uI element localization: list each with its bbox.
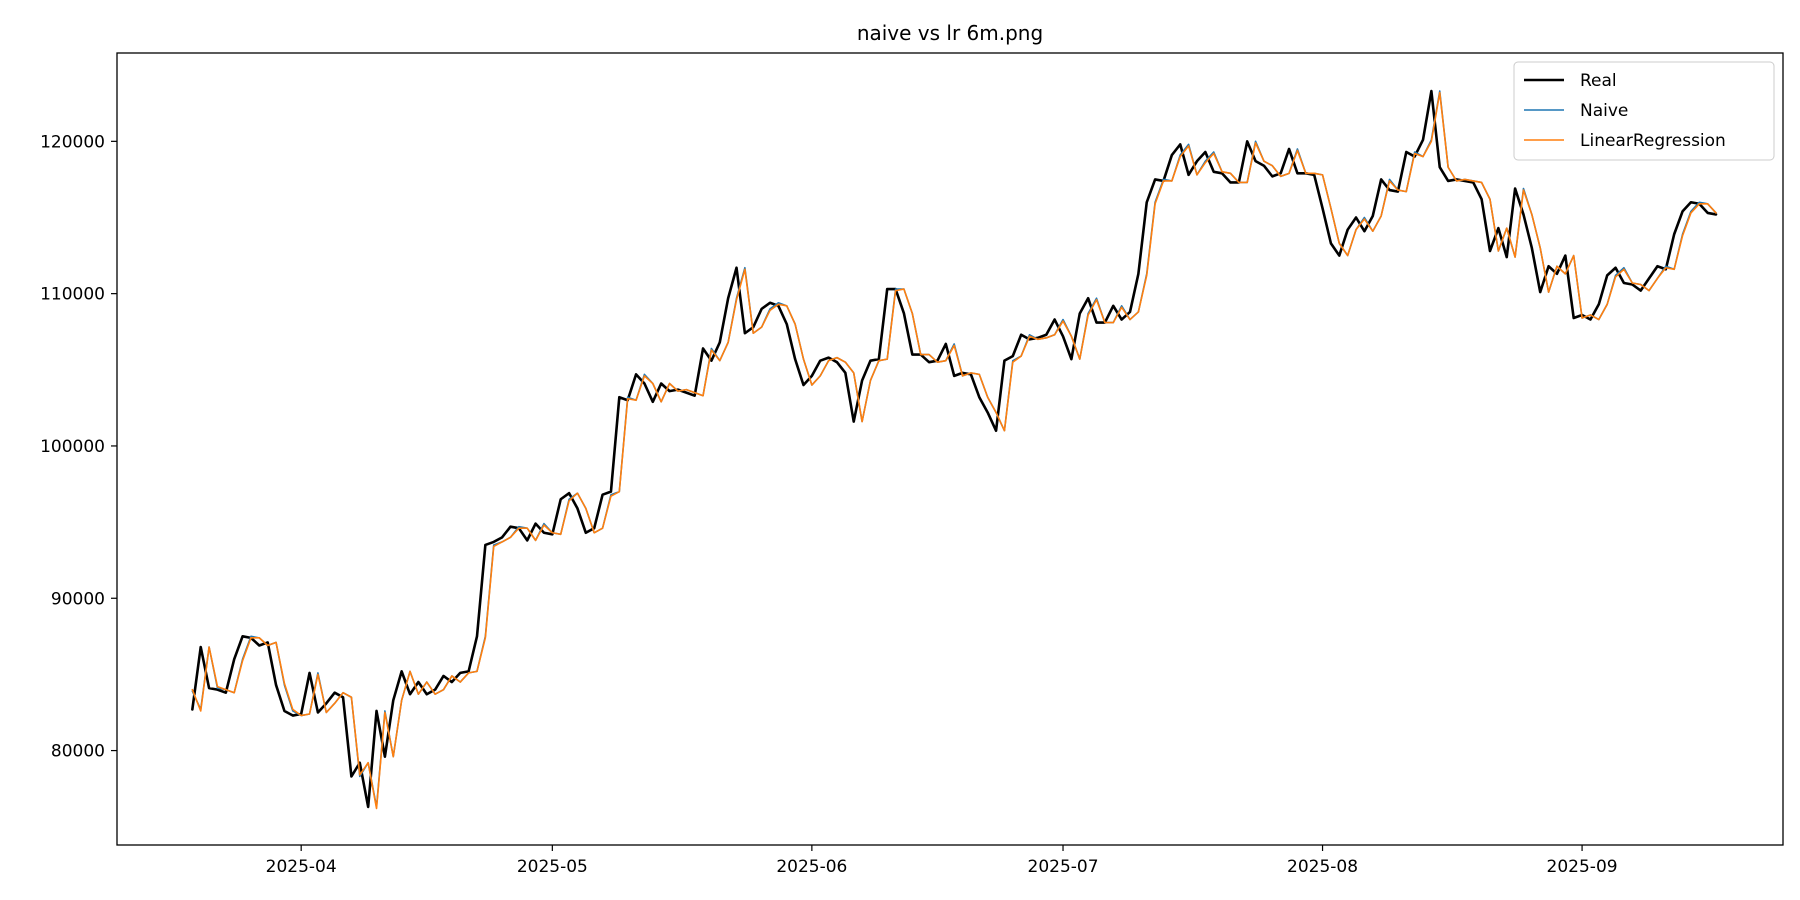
legend-label-linearregression: LinearRegression [1580,131,1726,151]
y-tick-label: 120000 [40,132,105,152]
y-tick-label: 110000 [40,285,105,305]
y-tick-label: 80000 [51,742,105,762]
legend: Real Naive LinearRegression [1513,61,1775,161]
y-tick-label: 90000 [51,589,105,609]
x-tick-label: 2025-04 [266,857,337,877]
series-line-linearregression [191,91,1717,810]
y-tick-label: 100000 [40,437,105,457]
axes-layer: 2025-04 2025-05 2025-06 2025-07 2025-08 2025-… [40,52,1784,877]
legend-box [1513,61,1775,161]
legend-label-naive: Naive [1580,101,1628,121]
series-layer [191,89,1718,810]
plot-frame [116,52,1784,846]
x-tick-label: 2025-06 [776,857,847,877]
x-tick-label: 2025-05 [517,857,588,877]
x-tick-label: 2025-09 [1547,857,1618,877]
x-tick-label: 2025-07 [1028,857,1099,877]
chart-title: naive vs lr 6m.png [857,21,1043,45]
x-tick-label: 2025-08 [1287,857,1358,877]
legend-label-real: Real [1580,71,1617,91]
